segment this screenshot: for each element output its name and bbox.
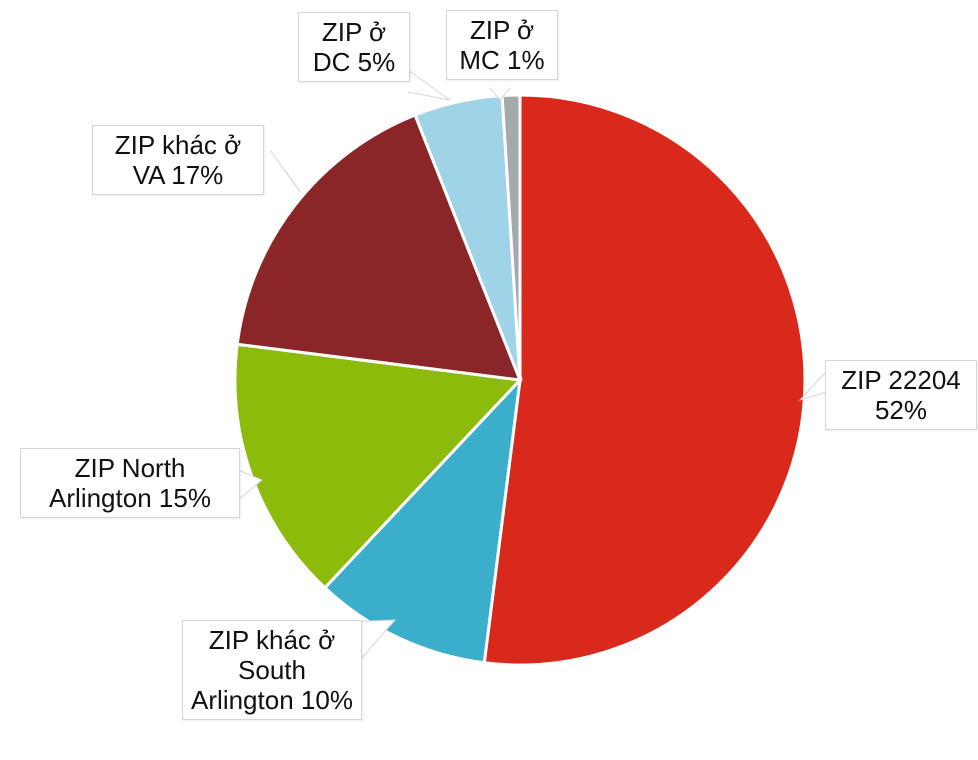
value-label: 10%: [300, 685, 353, 715]
pointer: [798, 371, 827, 402]
category-name: ZIP North Arlington: [49, 453, 186, 513]
pointer: [407, 69, 451, 101]
value-label: 5%: [357, 47, 396, 77]
slice: [482, 93, 807, 667]
slice-label: ZIP North Arlington 15%: [20, 448, 240, 518]
value-label: 1%: [507, 45, 545, 75]
category-name: ZIP khác ở South Arlington: [191, 625, 336, 715]
slice-label: ZIP 22204 52%: [825, 360, 977, 430]
pointer: [237, 469, 263, 501]
pointer: [269, 149, 301, 193]
value-label: 17%: [171, 160, 224, 190]
category-name: ZIP 22204: [841, 365, 961, 395]
slices: [233, 93, 807, 667]
slice-label: ZIP khác ở VA 17%: [92, 125, 264, 195]
slice-label: ZIP ở DC 5%: [298, 12, 410, 82]
slice-label: ZIP ở MC 1%: [446, 10, 558, 80]
slice: [322, 375, 523, 665]
slice-label: ZIP khác ở South Arlington 10%: [182, 620, 362, 720]
pointer: [489, 87, 511, 101]
category-name: ZIP ở DC: [312, 17, 387, 77]
value-label: 15%: [158, 483, 211, 513]
category-name: ZIP ở MC: [459, 15, 535, 75]
slice: [235, 113, 523, 382]
category-name: ZIP khác ở VA: [114, 130, 242, 190]
value-label: 52%: [874, 395, 928, 425]
